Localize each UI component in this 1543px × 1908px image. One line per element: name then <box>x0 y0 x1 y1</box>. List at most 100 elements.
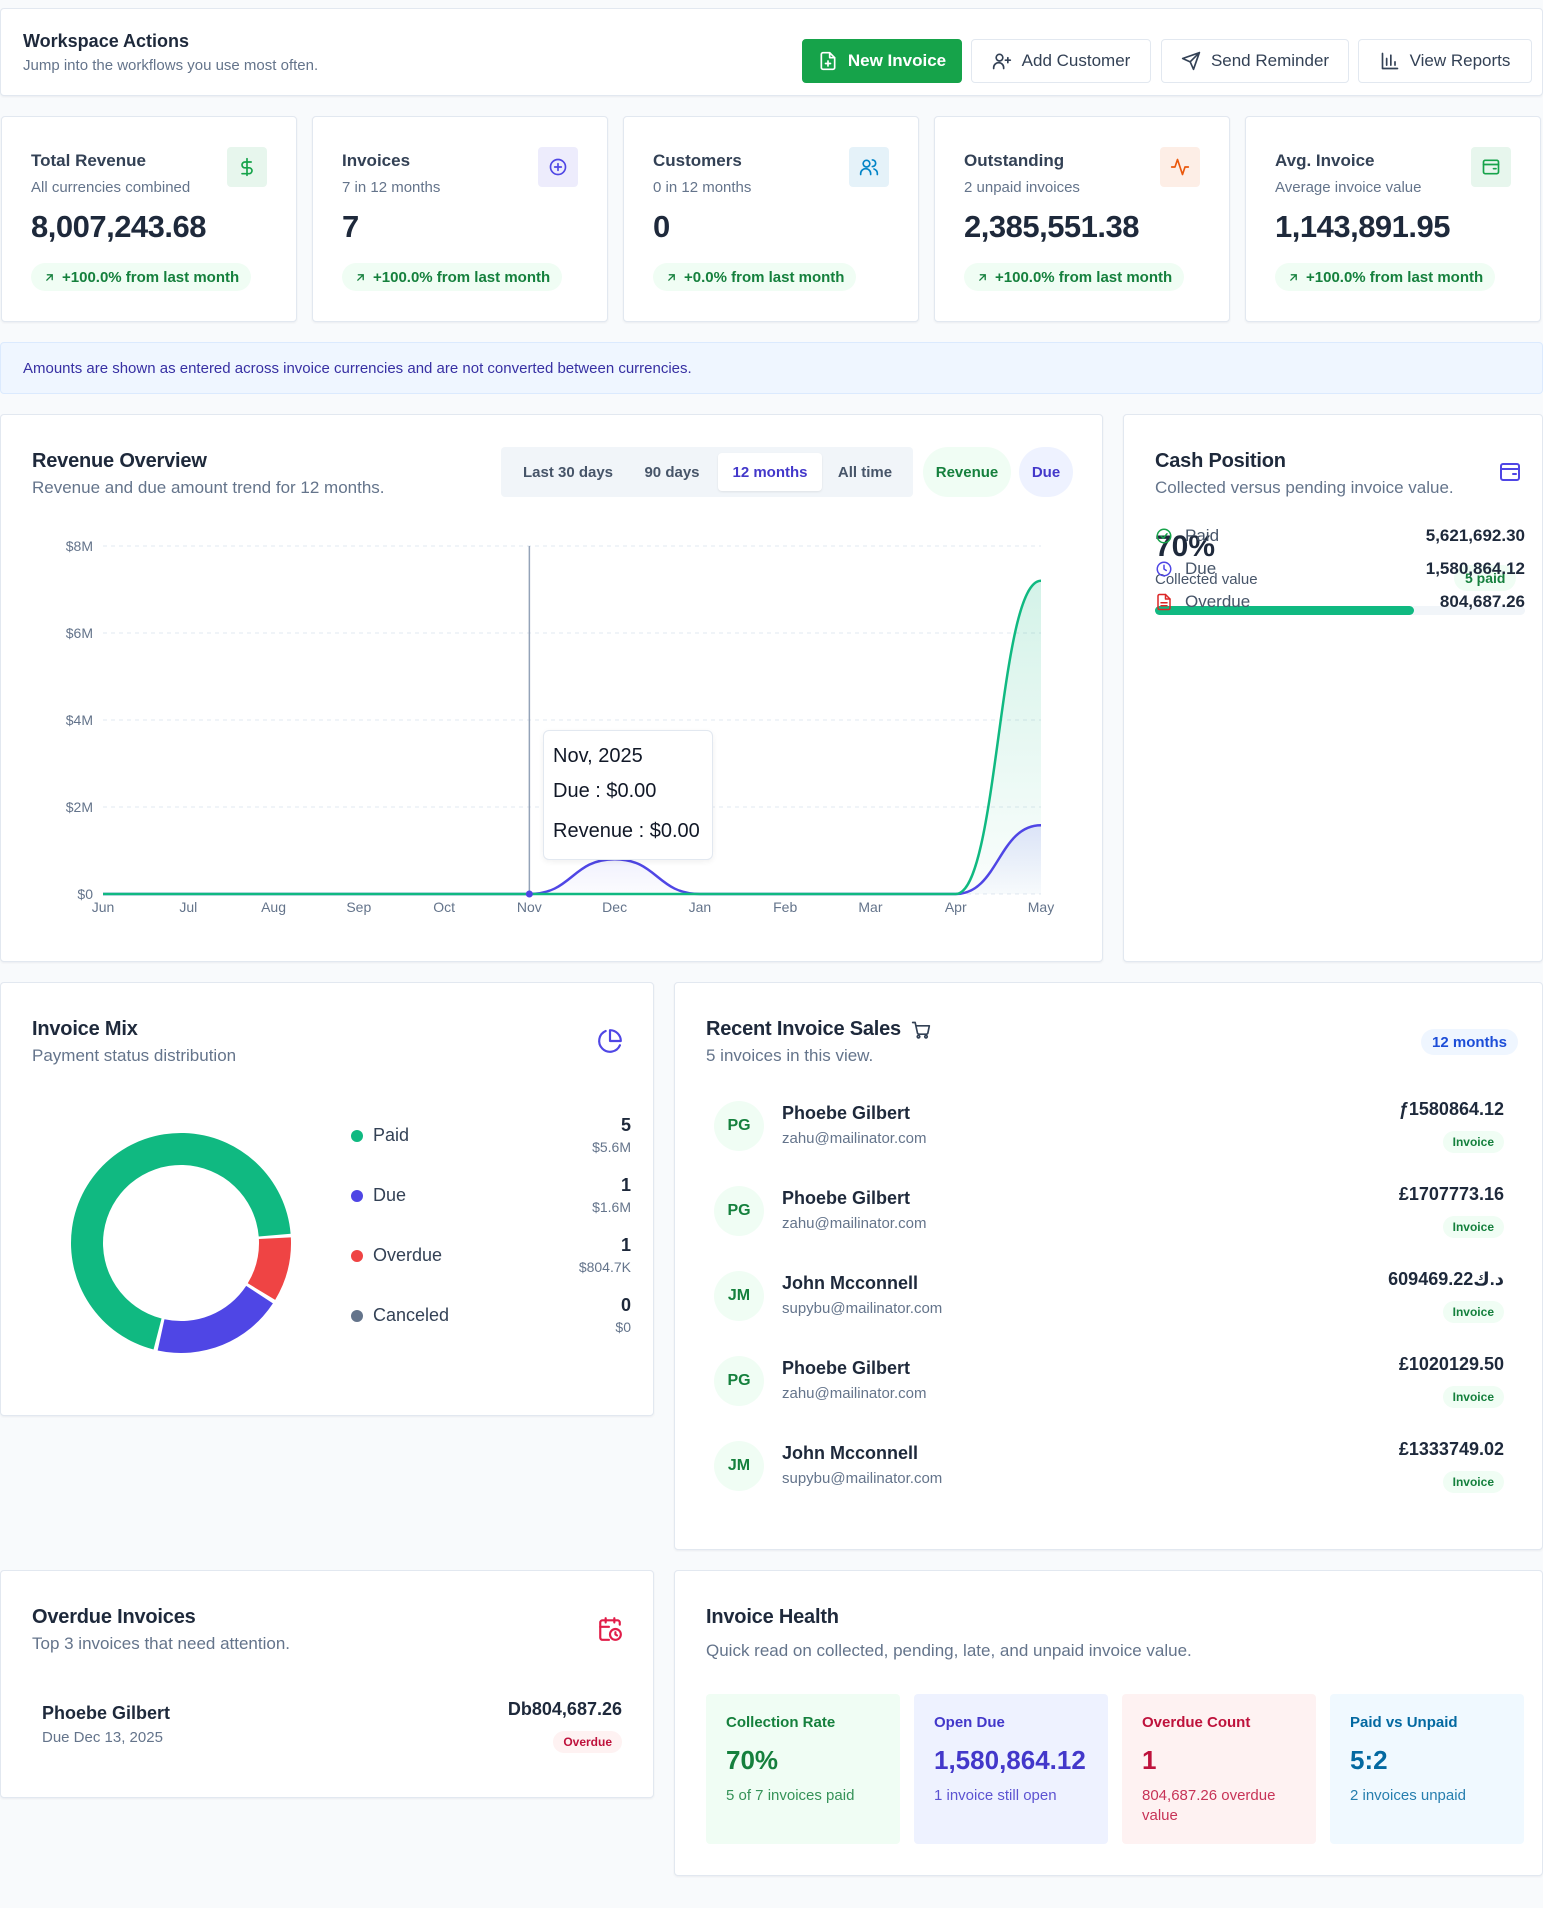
customer-email: zahu@mailinator.com <box>782 1215 927 1232</box>
legend-swatch <box>351 1310 363 1322</box>
range-all-time[interactable]: All time <box>837 463 893 481</box>
recent-invoice-row[interactable]: JM John Mcconnell supybu@mailinator.com £13… <box>706 1433 1514 1503</box>
range-90-days[interactable]: 90 days <box>644 463 700 481</box>
legend-row-canceled[interactable]: Canceled 0 $0 <box>351 1293 641 1343</box>
kpi-icon-box <box>1160 147 1200 187</box>
clock-icon <box>1156 561 1172 577</box>
new-invoice-label: New Invoice <box>847 51 947 70</box>
wallet-icon <box>1482 159 1500 175</box>
customer-name: John Mcconnell <box>782 1443 919 1463</box>
kpi-value: 0 <box>653 209 670 244</box>
recent-title-wrap: Recent Invoice Sales <box>706 1018 931 1041</box>
invoice-amount: £1020129.50 <box>1398 1354 1504 1374</box>
paid-count-badge: 5 paid <box>1454 565 1517 591</box>
check-circle-icon <box>1156 528 1172 544</box>
kpi-icon-box <box>227 147 267 187</box>
recent-invoice-sales-subtitle: 5 invoices in this view. <box>706 1046 874 1065</box>
legend-count: 0 <box>620 1295 631 1315</box>
cash-row-value: 5,621,692.30 <box>1425 526 1525 545</box>
kpi-value: 1,143,891.95 <box>1275 209 1451 244</box>
cash-row-value: 804,687.26 <box>1439 592 1525 611</box>
collected-progress-track <box>1155 606 1525 615</box>
overdue-invoice-row[interactable]: Phoebe Gilbert Due Dec 13, 2025 Db804,687.… <box>32 1699 622 1759</box>
cash-position-title: Cash Position <box>1155 450 1286 472</box>
kpi-icon-box <box>1471 147 1511 187</box>
invoice-mix-legend: Paid 5 $5.6M Due 1 $1.6M Overdue 1 $804.7K Cancel… <box>351 1113 631 1353</box>
invoice-mix-donut <box>71 1133 291 1353</box>
avatar: PG <box>714 1186 764 1236</box>
tooltip-revenue: Revenue : $0.00 <box>553 820 700 842</box>
invoice-amount: £1333749.02 <box>1398 1439 1504 1459</box>
donut-slice-paid[interactable] <box>71 1133 291 1350</box>
kpi-value: 2,385,551.38 <box>964 209 1140 244</box>
customer-email: zahu@mailinator.com <box>782 1130 927 1147</box>
shopping-cart-icon <box>911 1021 931 1039</box>
kpi-subtitle: 2 unpaid invoices <box>964 179 1080 196</box>
x-tick-label: Jul <box>179 899 197 915</box>
kpi-title: Avg. Invoice <box>1275 151 1375 170</box>
range-last-30-days[interactable]: Last 30 days <box>522 463 614 481</box>
kpi-title: Total Revenue <box>31 151 146 170</box>
revenue-toggle[interactable]: Revenue <box>923 447 1011 497</box>
kpi-card: Customers 0 in 12 months 0 +0.0% from last … <box>623 116 919 322</box>
legend-count: 1 <box>620 1235 631 1255</box>
send-reminder-button[interactable]: Send Reminder <box>1161 39 1349 83</box>
workspace-actions-title: Workspace Actions <box>23 31 190 51</box>
invoice-health-title: Invoice Health <box>706 1606 839 1628</box>
arrow-up-right-icon <box>1290 273 1297 281</box>
arrow-up-right-icon <box>357 273 364 281</box>
file-plus-icon <box>820 51 836 71</box>
x-tick-label: Feb <box>773 899 797 915</box>
due-toggle[interactable]: Due <box>1019 447 1073 497</box>
donut-slice-due[interactable] <box>157 1285 273 1353</box>
cash-position-card: Cash Position Collected versus pending i… <box>1123 414 1543 962</box>
new-invoice-button[interactable]: New Invoice <box>802 39 962 83</box>
cash-row-value: 1,580,864.12 <box>1425 559 1525 578</box>
health-metric-label: Open Due <box>934 1714 1005 1731</box>
currency-notice-text: Amounts are shown as entered across invo… <box>23 360 692 377</box>
kpi-subtitle: 0 in 12 months <box>653 179 752 196</box>
customer-email: supybu@mailinator.com <box>782 1300 943 1317</box>
kpi-change-text: +100.0% from last month <box>1306 268 1484 286</box>
view-reports-button[interactable]: View Reports <box>1358 39 1532 83</box>
send-icon <box>1181 51 1201 71</box>
avatar: PG <box>714 1101 764 1151</box>
cash-row-label: Overdue <box>1185 592 1251 611</box>
legend-row-due[interactable]: Due 1 $1.6M <box>351 1173 641 1223</box>
recent-invoice-row[interactable]: PG Phoebe Gilbert zahu@mailinator.com £1020… <box>706 1348 1514 1418</box>
kpi-value: 7 <box>342 209 359 244</box>
invoice-type-badge: Invoice <box>1442 1216 1504 1238</box>
donut-slice-overdue[interactable] <box>247 1237 291 1300</box>
recent-invoice-sales-title: Recent Invoice Sales <box>706 1018 901 1040</box>
recent-invoice-row[interactable]: PG Phoebe Gilbert zahu@mailinator.com £1707… <box>706 1178 1514 1248</box>
legend-row-overdue[interactable]: Overdue 1 $804.7K <box>351 1233 641 1283</box>
add-customer-label: Add Customer <box>1021 51 1131 70</box>
wallet-icon <box>1500 463 1520 481</box>
recent-invoice-sales-card: Recent Invoice Sales 5 invoices in this … <box>674 982 1543 1550</box>
kpi-change-chip: +100.0% from last month <box>1275 263 1496 291</box>
calendar-clock-icon <box>599 1617 622 1641</box>
invoice-type-badge: Invoice <box>1442 1471 1504 1493</box>
invoice-health-card: Invoice Health Quick read on collected, … <box>674 1570 1543 1876</box>
tooltip-due: Due : $0.00 <box>553 780 657 802</box>
plus-circle-icon <box>549 158 567 176</box>
y-tick-label: $2M <box>66 799 93 815</box>
invoice-amount: £1707773.16 <box>1398 1184 1504 1204</box>
send-reminder-label: Send Reminder <box>1210 51 1330 70</box>
x-tick-label: Oct <box>433 899 455 915</box>
customer-email: zahu@mailinator.com <box>782 1385 927 1402</box>
add-customer-button[interactable]: Add Customer <box>971 39 1151 83</box>
recent-invoice-row[interactable]: JM John Mcconnell supybu@mailinator.com 609… <box>706 1263 1514 1333</box>
health-metric-sub: 804,687.26 overdue value <box>1142 1787 1276 1824</box>
y-tick-label: $8M <box>66 538 93 554</box>
range-12-months[interactable]: 12 months <box>718 453 822 491</box>
y-tick-label: $6M <box>66 625 93 641</box>
arrow-up-right-icon <box>668 273 675 281</box>
legend-row-paid[interactable]: Paid 5 $5.6M <box>351 1113 641 1163</box>
recent-invoice-row[interactable]: PG Phoebe Gilbert zahu@mailinator.com ƒ1580… <box>706 1093 1514 1163</box>
pie-chart-icon <box>598 1029 622 1053</box>
x-tick-label: Apr <box>945 899 967 915</box>
kpi-change-chip: +100.0% from last month <box>964 263 1185 291</box>
kpi-card: Avg. Invoice Average invoice value 1,143,8… <box>1245 116 1541 322</box>
overdue-amount: Db804,687.26 <box>507 1699 622 1719</box>
